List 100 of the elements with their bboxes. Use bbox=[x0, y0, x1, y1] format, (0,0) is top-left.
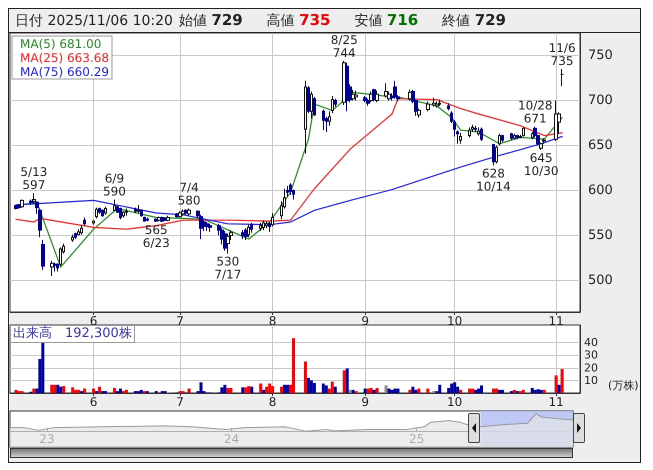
bar bbox=[540, 390, 543, 393]
candlestick bbox=[322, 109, 325, 131]
bar bbox=[456, 386, 460, 393]
bar bbox=[220, 387, 224, 393]
candlestick bbox=[363, 96, 367, 103]
bar bbox=[334, 386, 337, 393]
candlestick bbox=[92, 220, 95, 226]
text: 終値 729 bbox=[442, 10, 506, 31]
candlestick bbox=[208, 223, 212, 232]
bar bbox=[283, 384, 286, 393]
candlestick bbox=[438, 99, 441, 106]
text: 高値 735 bbox=[266, 10, 330, 31]
bar bbox=[512, 390, 516, 393]
candlestick bbox=[510, 132, 513, 141]
bar bbox=[417, 388, 420, 393]
candlestick bbox=[265, 220, 268, 229]
bar bbox=[390, 390, 394, 393]
bar bbox=[259, 384, 262, 393]
bar bbox=[265, 386, 268, 393]
bar bbox=[306, 378, 310, 393]
candlestick bbox=[268, 222, 271, 232]
bar bbox=[530, 388, 534, 393]
bar bbox=[250, 386, 254, 393]
bar bbox=[83, 388, 86, 393]
text: MA(5) 681.00 bbox=[20, 37, 102, 51]
candlestick bbox=[122, 210, 125, 218]
bar bbox=[536, 389, 540, 393]
bar bbox=[554, 375, 558, 393]
candlestick bbox=[495, 145, 498, 164]
y-tick-label: 40 bbox=[584, 336, 598, 350]
y-tick-label: 750 bbox=[588, 48, 613, 63]
candlestick bbox=[459, 132, 462, 144]
bar bbox=[370, 388, 373, 393]
candlestick bbox=[50, 260, 54, 276]
y-tick-label: 700 bbox=[588, 93, 613, 108]
annotation: 565 6/23 bbox=[142, 223, 170, 250]
bar bbox=[92, 388, 96, 393]
candlestick bbox=[83, 217, 86, 226]
candlestick bbox=[492, 143, 495, 166]
bar bbox=[471, 388, 474, 393]
bar bbox=[50, 384, 54, 393]
candlestick bbox=[393, 80, 397, 100]
bar bbox=[534, 390, 537, 393]
candlestick bbox=[56, 262, 59, 272]
bar bbox=[199, 382, 202, 393]
candlestick bbox=[166, 215, 170, 222]
bar bbox=[560, 369, 564, 393]
bar bbox=[492, 388, 495, 393]
candlestick bbox=[80, 224, 83, 236]
candlestick bbox=[247, 224, 250, 238]
y-tick-label: 10 bbox=[584, 374, 598, 387]
bar bbox=[247, 386, 250, 393]
candlestick bbox=[345, 62, 349, 112]
candlestick bbox=[41, 240, 45, 270]
candlestick bbox=[480, 127, 483, 142]
candlestick bbox=[223, 230, 227, 252]
candlestick bbox=[271, 212, 274, 227]
annotation: 7/4 580 bbox=[178, 180, 201, 208]
bar bbox=[459, 390, 462, 393]
candlestick bbox=[104, 206, 107, 216]
bar bbox=[342, 370, 346, 393]
candlestick bbox=[384, 82, 388, 98]
candlestick bbox=[304, 80, 307, 154]
candlestick bbox=[426, 100, 430, 112]
candlestick bbox=[160, 216, 164, 222]
y-tick-label: 20 bbox=[584, 361, 598, 374]
bar bbox=[312, 382, 316, 393]
annotation: 645 10/30 bbox=[524, 151, 558, 178]
candlestick bbox=[250, 222, 253, 234]
candlestick bbox=[125, 208, 128, 216]
candlestick bbox=[435, 100, 439, 108]
bar bbox=[268, 384, 272, 393]
candlestick bbox=[468, 127, 471, 138]
candlestick bbox=[187, 208, 191, 216]
text: 安値 716 bbox=[354, 10, 418, 31]
bar bbox=[98, 386, 102, 393]
bar bbox=[292, 338, 296, 393]
bar bbox=[364, 388, 367, 393]
bar bbox=[280, 386, 284, 393]
candlestick bbox=[77, 228, 80, 236]
candlestick bbox=[143, 216, 146, 222]
candlestick bbox=[354, 90, 358, 101]
annotation: 8/25 744 bbox=[330, 32, 358, 60]
bar bbox=[32, 388, 36, 393]
x-tick-label: 11 bbox=[548, 395, 564, 409]
candlestick bbox=[241, 230, 245, 240]
candlestick bbox=[366, 98, 370, 106]
bar bbox=[542, 390, 546, 393]
candlestick bbox=[501, 134, 504, 142]
x-tick-label: 23 bbox=[39, 432, 55, 446]
annotation: 628 10/14 bbox=[476, 166, 511, 194]
bar bbox=[388, 388, 391, 393]
chart-title: 日付 2025/11/06 10:20 bbox=[15, 12, 173, 31]
annotation: 10/28 671 bbox=[518, 98, 553, 126]
bar bbox=[223, 384, 226, 393]
bar bbox=[330, 382, 334, 393]
candlestick bbox=[226, 233, 230, 254]
y-axis-title: (万株) bbox=[608, 378, 639, 393]
x-tick-label: 10 bbox=[447, 395, 462, 409]
bar bbox=[286, 384, 290, 393]
